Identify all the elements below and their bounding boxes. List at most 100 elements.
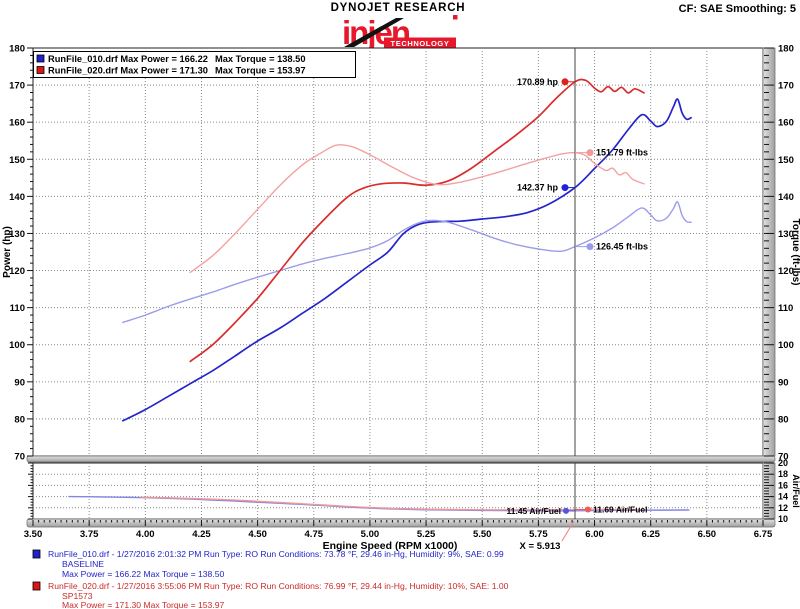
power-tick-label: 120 — [9, 266, 25, 277]
torque-tick-label: 150 — [778, 155, 794, 166]
rpm-tick-label: 6.00 — [585, 529, 604, 540]
rpm-tick-label: 3.75 — [80, 529, 99, 540]
legend-row1-torque: Max Torque = 138.50 — [215, 54, 306, 64]
rpm-tick-label: 3.50 — [24, 529, 43, 540]
gridlines — [33, 48, 763, 519]
airfuel-tick-label: 10 — [778, 514, 788, 524]
torque-tick-label: 120 — [778, 266, 794, 277]
injen-logo: injen TECHNOLOGY — [342, 14, 458, 51]
annotation-label: 142.37 hp — [517, 183, 559, 193]
curve-sp1573-power — [189, 78, 645, 363]
rpm-tick-label: 4.50 — [248, 529, 267, 540]
annotation-label: 126.45 ft-lbs — [596, 242, 648, 252]
power-tick-label: 160 — [9, 118, 25, 129]
annotation-dot — [584, 506, 591, 513]
airfuel-tick-label: 14 — [778, 492, 788, 502]
annotation-label: 170.89 hp — [517, 77, 559, 87]
rpm-tick-label: 5.50 — [473, 529, 492, 540]
power-tick-label: 140 — [9, 192, 25, 203]
run2-details: RunFile_020.drf - 1/27/2016 3:55:06 PM R… — [48, 581, 509, 591]
torque-tick-label: 70 — [778, 452, 789, 463]
torque-tick-label: 140 — [778, 192, 794, 203]
run2-max-values: Max Power = 171.30 Max Torque = 153.97 — [62, 600, 224, 609]
torque-tick-label: 80 — [778, 414, 789, 425]
x-axis-title: Engine Speed (RPM x1000) — [323, 540, 458, 552]
main-plot-bg — [32, 47, 764, 457]
rpm-tick-label: 5.75 — [529, 529, 548, 540]
run1-details: RunFile_010.drf - 1/27/2016 2:01:32 PM R… — [48, 549, 504, 559]
legend-row1-file-power: RunFile_010.drf Max Power = 166.22 — [48, 54, 208, 64]
injen-logo-trademark — [453, 15, 458, 20]
power-tick-label: 150 — [9, 155, 25, 166]
legend-swatch-sp1573 — [36, 66, 45, 74]
main-right-axis-band — [762, 47, 776, 457]
rpm-tick-label: 4.25 — [192, 529, 211, 540]
axis-tick-labels: 70 70 80 80 90 90 100 100 110 110 120 120 130 130 140 1… — [9, 44, 794, 541]
annotation-dot — [561, 184, 569, 192]
legend-box: RunFile_010.drf Max Power = 166.22 Max T… — [33, 51, 356, 78]
power-tick-label: 180 — [9, 44, 25, 55]
annotation-dot — [561, 78, 569, 86]
run-info-footer: RunFile_010.drf - 1/27/2016 2:01:32 PM R… — [32, 549, 509, 609]
airfuel-tick-label: 12 — [778, 503, 788, 513]
legend-row2-file-power: RunFile_020.drf Max Power = 171.30 — [48, 66, 208, 76]
cursor-x-readout: X = 5.913 — [520, 541, 561, 552]
annotation-dot — [562, 507, 569, 514]
curve-baseline-power — [121, 98, 692, 422]
airfuel-tick-label: 18 — [778, 469, 788, 479]
annotation-dot — [586, 243, 594, 251]
torque-tick-label: 170 — [778, 81, 794, 92]
torque-tick-label: 130 — [778, 229, 794, 240]
x-axis-band — [26, 518, 776, 528]
power-tick-label: 110 — [10, 303, 25, 314]
torque-tick-label: 110 — [778, 303, 793, 314]
power-tick-label: 70 — [14, 452, 25, 463]
axis-ticks — [27, 47, 774, 526]
main-bottom-bevel — [26, 455, 776, 463]
y-axis-title-airfuel: Air/Fuel — [791, 474, 800, 508]
run1-swatch — [32, 549, 41, 559]
power-tick-label: 100 — [9, 340, 25, 351]
torque-tick-label: 160 — [778, 118, 794, 129]
run1-max-values: Max Power = 166.22 Max Torque = 138.50 — [62, 569, 224, 579]
y-axis-title-torque: Torque (ft-lbs) — [790, 218, 800, 285]
annotation-label: 11.69 Air/Fuel — [593, 505, 648, 515]
annotation-label: 151.79 ft-lbs — [596, 148, 648, 158]
torque-tick-label: 90 — [778, 377, 789, 388]
power-tick-label: 170 — [9, 81, 25, 92]
rpm-tick-label: 6.75 — [754, 529, 773, 540]
annotation-dot — [586, 149, 594, 157]
annotation-label: 11.45 Air/Fuel — [506, 506, 561, 516]
rpm-tick-label: 4.75 — [305, 529, 324, 540]
rpm-tick-label: 6.25 — [641, 529, 660, 540]
legend-swatch-baseline — [36, 54, 45, 63]
cursor-leader-line — [561, 520, 575, 542]
power-tick-label: 90 — [14, 377, 25, 388]
torque-tick-label: 180 — [778, 44, 794, 55]
correction-factor-label: CF: SAE Smoothing: 5 — [679, 3, 796, 15]
rpm-tick-label: 5.25 — [417, 529, 436, 540]
run2-name: SP1573 — [62, 591, 93, 601]
plot-area: 70 70 80 80 90 90 100 100 110 110 120 120 130 130 140 1… — [9, 44, 794, 541]
airfuel-tick-label: 16 — [778, 480, 788, 490]
rpm-tick-label: 4.00 — [136, 529, 155, 540]
injen-logo-bar — [384, 37, 456, 48]
annotations: 170.89 hp 151.79 ft-lbs 142.37 hp 126.45 ft… — [506, 77, 648, 516]
page-title: DYNOJET RESEARCH — [331, 2, 466, 14]
airfuel-tick-label: 20 — [778, 458, 788, 468]
run1-name: BASELINE — [62, 559, 104, 569]
y-axis-title-power: Power (hp) — [2, 226, 13, 278]
legend-row2-torque: Max Torque = 153.97 — [215, 66, 306, 76]
injen-logo-swoosh — [344, 18, 404, 47]
rpm-tick-label: 6.50 — [698, 529, 717, 540]
curve-sp1573-torque — [189, 144, 645, 274]
injen-logo-subtext: TECHNOLOGY — [391, 39, 450, 48]
rpm-tick-label: 5.00 — [361, 529, 380, 540]
power-tick-label: 130 — [9, 229, 25, 240]
run2-swatch — [32, 581, 41, 591]
power-tick-label: 80 — [14, 414, 25, 425]
curve-baseline-torque — [122, 201, 692, 324]
torque-tick-label: 100 — [778, 340, 794, 351]
